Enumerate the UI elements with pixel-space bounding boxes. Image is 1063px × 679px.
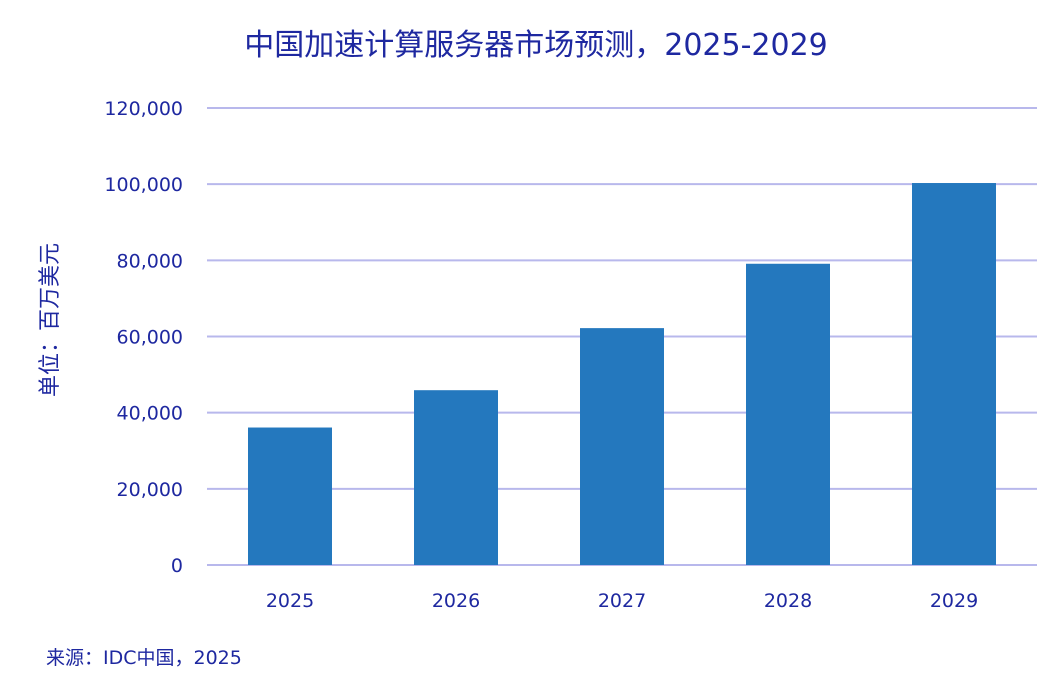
y-tick-label: 80,000 (117, 250, 183, 272)
x-tick-label-2026: 2026 (432, 590, 480, 612)
x-tick-label-2025: 2025 (266, 590, 314, 612)
bar-2029 (912, 183, 996, 565)
bar-2027 (580, 328, 664, 565)
bars (248, 183, 996, 565)
bar-2026 (414, 390, 498, 565)
y-tick-label: 120,000 (104, 98, 183, 120)
x-axis-ticks: 2025 2026 2027 2028 2029 (266, 590, 978, 612)
x-tick-label-2029: 2029 (930, 590, 978, 612)
y-tick-label: 60,000 (117, 327, 183, 349)
x-tick-label-2028: 2028 (764, 590, 812, 612)
source-note: 来源：IDC中国，2025 (46, 647, 242, 669)
y-axis-ticks: 0 20,000 40,000 60,000 80,000 100,000 120,000 (104, 98, 183, 577)
x-tick-label-2027: 2027 (598, 590, 646, 612)
chart-title: 中国加速计算服务器市场预测，2025-2029 (244, 28, 828, 63)
bar-2028 (746, 263, 830, 565)
y-axis-label: 单位：百万美元 (38, 243, 63, 397)
y-tick-label: 0 (171, 555, 183, 577)
y-tick-label: 20,000 (117, 479, 183, 501)
bar-2025 (248, 427, 332, 565)
y-tick-label: 100,000 (104, 174, 183, 196)
y-tick-label: 40,000 (117, 403, 183, 425)
